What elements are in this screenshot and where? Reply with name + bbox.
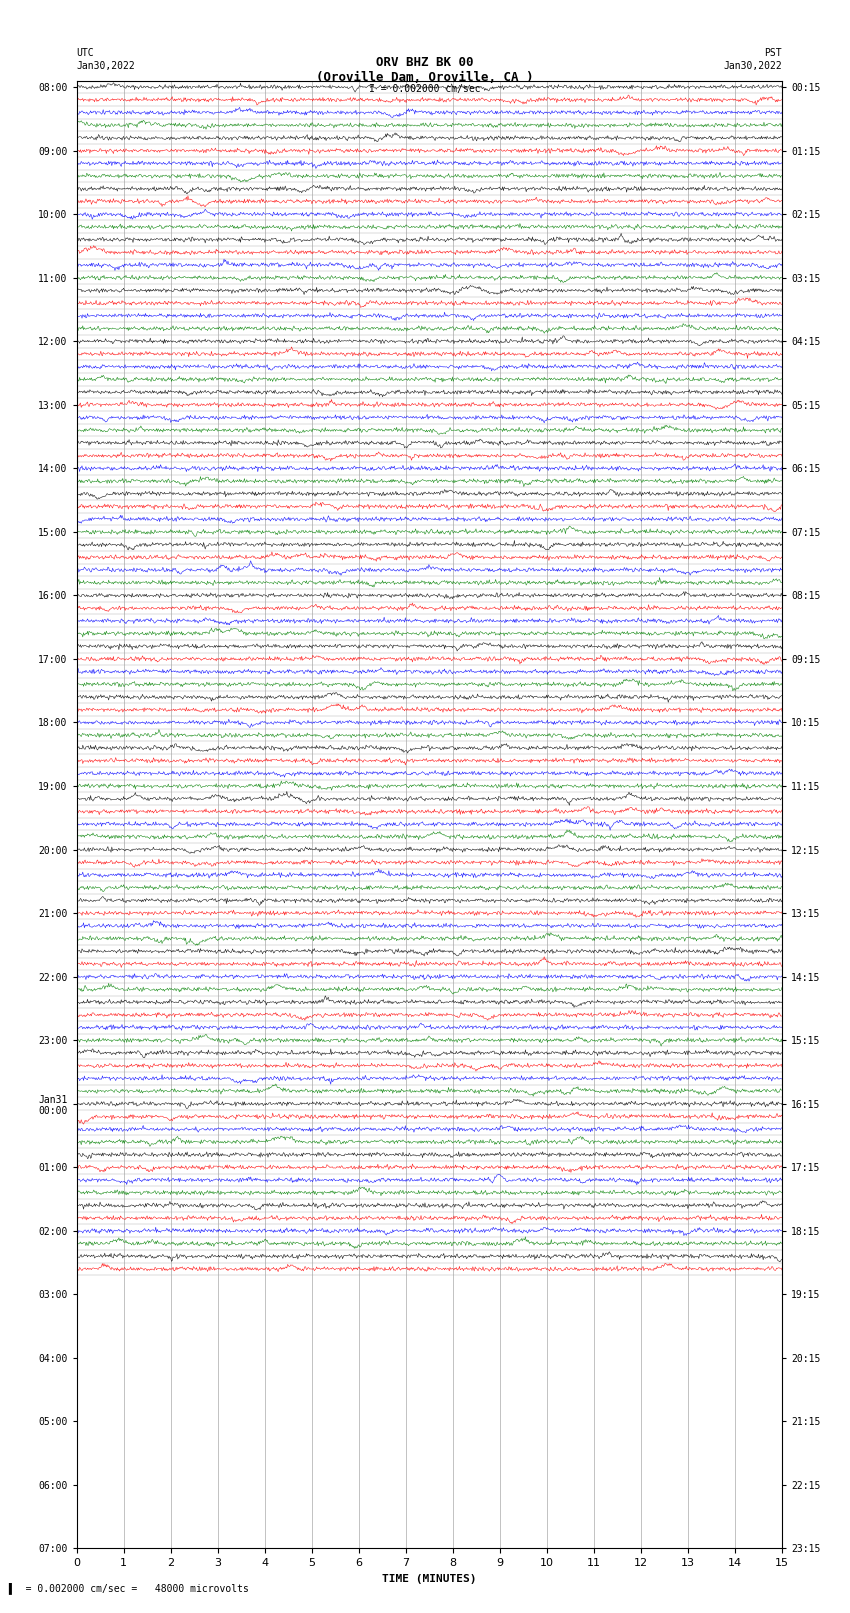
Text: ORV BHZ BK 00: ORV BHZ BK 00 <box>377 56 473 69</box>
Text: Jan30,2022: Jan30,2022 <box>76 61 135 71</box>
Text: PST: PST <box>764 48 782 58</box>
Text: Jan30,2022: Jan30,2022 <box>723 61 782 71</box>
Text: UTC: UTC <box>76 48 94 58</box>
Text: ▌  = 0.002000 cm/sec =   48000 microvolts: ▌ = 0.002000 cm/sec = 48000 microvolts <box>8 1582 249 1594</box>
Text: (Oroville Dam, Oroville, CA ): (Oroville Dam, Oroville, CA ) <box>316 71 534 84</box>
X-axis label: TIME (MINUTES): TIME (MINUTES) <box>382 1574 477 1584</box>
Text: I = 0.002000 cm/sec: I = 0.002000 cm/sec <box>369 84 481 94</box>
